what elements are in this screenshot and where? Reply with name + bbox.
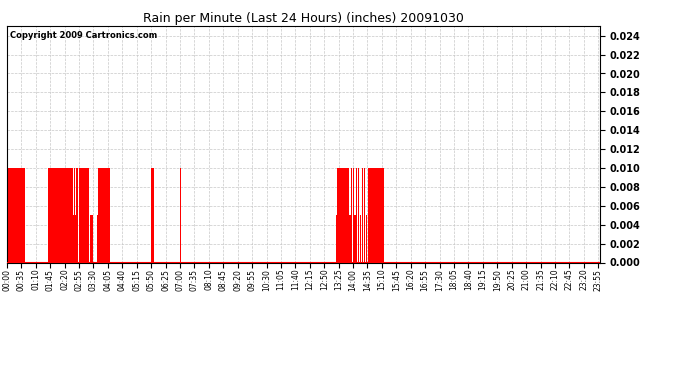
Title: Rain per Minute (Last 24 Hours) (inches) 20091030: Rain per Minute (Last 24 Hours) (inches)… bbox=[143, 12, 464, 25]
Text: Copyright 2009 Cartronics.com: Copyright 2009 Cartronics.com bbox=[10, 31, 157, 40]
